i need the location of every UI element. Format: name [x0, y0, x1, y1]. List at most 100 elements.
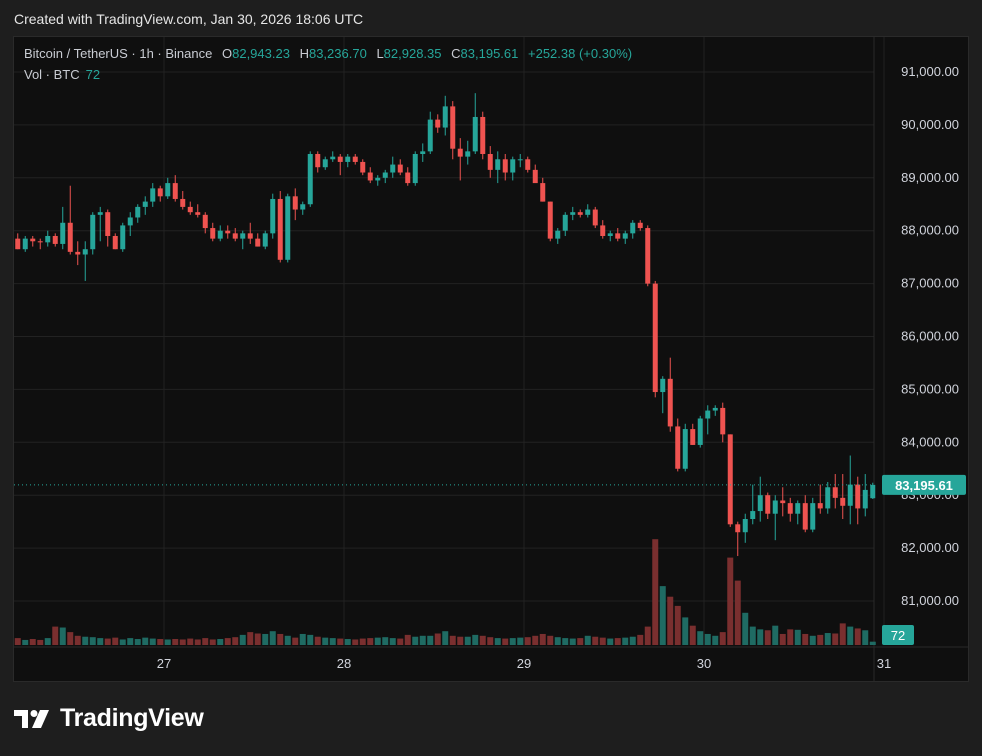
- volume-bar[interactable]: [817, 634, 824, 645]
- volume-bar[interactable]: [562, 638, 569, 645]
- volume-bar[interactable]: [667, 596, 674, 645]
- volume-bar[interactable]: [449, 635, 456, 645]
- candle-body[interactable]: [772, 500, 778, 514]
- volume-bar[interactable]: [592, 636, 599, 645]
- volume-bar[interactable]: [367, 638, 374, 645]
- candle-body[interactable]: [555, 230, 561, 239]
- volume-bar[interactable]: [577, 638, 584, 645]
- volume-bar[interactable]: [779, 633, 786, 645]
- candle-body[interactable]: [195, 212, 201, 215]
- candle-body[interactable]: [735, 524, 741, 533]
- candle-body[interactable]: [705, 410, 711, 419]
- volume-bar[interactable]: [524, 637, 531, 645]
- volume-bar[interactable]: [479, 635, 486, 645]
- candle-body[interactable]: [720, 407, 726, 435]
- candle-body[interactable]: [712, 407, 718, 411]
- candle-body[interactable]: [45, 235, 51, 243]
- volume-bar[interactable]: [442, 631, 449, 645]
- candle-body[interactable]: [547, 201, 553, 239]
- volume-bar[interactable]: [712, 635, 719, 645]
- volume-bar[interactable]: [104, 638, 111, 645]
- volume-bar[interactable]: [224, 638, 231, 645]
- candle-body[interactable]: [682, 429, 688, 469]
- volume-bar[interactable]: [329, 638, 336, 645]
- volume-bar[interactable]: [532, 635, 539, 645]
- volume-bar[interactable]: [427, 635, 434, 645]
- volume-bar[interactable]: [134, 639, 141, 645]
- candle-body[interactable]: [67, 222, 73, 252]
- candle-body[interactable]: [690, 429, 696, 445]
- candle-body[interactable]: [757, 495, 763, 512]
- candle-body[interactable]: [480, 116, 486, 154]
- candle-body[interactable]: [52, 235, 58, 244]
- volume-bar[interactable]: [704, 633, 711, 645]
- volume-bar[interactable]: [179, 639, 186, 645]
- candle-body[interactable]: [622, 233, 628, 239]
- candle-body[interactable]: [450, 106, 456, 149]
- volume-bar[interactable]: [239, 634, 246, 645]
- price-chart[interactable]: 91,000.00 90,000.00 89,000.00 88,000.00 87,0…: [14, 37, 969, 682]
- candle-body[interactable]: [750, 511, 756, 520]
- volume-bar[interactable]: [359, 638, 366, 645]
- volume-bar[interactable]: [637, 634, 644, 645]
- volume-bar[interactable]: [14, 638, 21, 645]
- volume-bar[interactable]: [682, 617, 689, 645]
- volume-bar[interactable]: [764, 630, 771, 645]
- volume-bar[interactable]: [862, 630, 869, 645]
- volume-bar[interactable]: [164, 639, 171, 645]
- candle-body[interactable]: [592, 209, 598, 226]
- volume-bar[interactable]: [299, 633, 306, 645]
- volume-bar[interactable]: [614, 638, 621, 645]
- volume-bar[interactable]: [292, 637, 299, 645]
- candle-body[interactable]: [135, 206, 141, 218]
- volume-bar[interactable]: [254, 633, 261, 646]
- volume-bar[interactable]: [194, 639, 201, 645]
- volume-bar[interactable]: [674, 605, 681, 645]
- candle-body[interactable]: [202, 214, 208, 229]
- candle-body[interactable]: [157, 188, 163, 197]
- candle-body[interactable]: [105, 212, 111, 236]
- candle-body[interactable]: [367, 172, 373, 181]
- candle-body[interactable]: [120, 225, 126, 250]
- candle-body[interactable]: [600, 225, 606, 236]
- candle-body[interactable]: [397, 164, 403, 173]
- candle-body[interactable]: [292, 196, 298, 210]
- volume-bar[interactable]: [644, 626, 651, 645]
- candle-body[interactable]: [382, 172, 388, 178]
- candle-body[interactable]: [300, 204, 306, 210]
- candle-body[interactable]: [375, 177, 381, 181]
- candle-body[interactable]: [855, 484, 861, 509]
- candle-body[interactable]: [495, 159, 501, 170]
- candle-body[interactable]: [307, 153, 313, 205]
- candle-body[interactable]: [847, 484, 853, 506]
- candle-body[interactable]: [615, 233, 621, 239]
- candle-body[interactable]: [82, 249, 88, 255]
- candle-body[interactable]: [765, 495, 771, 514]
- volume-bar[interactable]: [854, 628, 861, 645]
- candle-body[interactable]: [315, 153, 321, 168]
- volume-bar[interactable]: [209, 639, 216, 645]
- volume-bar[interactable]: [839, 623, 846, 645]
- candle-body[interactable]: [465, 151, 471, 157]
- candle-body[interactable]: [172, 183, 178, 199]
- volume-bar[interactable]: [157, 639, 164, 645]
- volume-bar[interactable]: [517, 637, 524, 645]
- candle-body[interactable]: [802, 503, 808, 530]
- candle-body[interactable]: [247, 233, 253, 239]
- candle-body[interactable]: [277, 198, 283, 260]
- candle-body[interactable]: [862, 489, 868, 509]
- candle-body[interactable]: [727, 434, 733, 525]
- volume-bar[interactable]: [494, 638, 501, 645]
- volume-bar[interactable]: [607, 638, 614, 645]
- candle-body[interactable]: [322, 159, 328, 168]
- volume-bar[interactable]: [52, 626, 59, 645]
- candle-body[interactable]: [870, 484, 876, 499]
- candle-body[interactable]: [97, 212, 103, 215]
- candle-body[interactable]: [457, 148, 463, 157]
- candle-body[interactable]: [240, 233, 246, 239]
- candle-body[interactable]: [832, 487, 838, 498]
- volume-label[interactable]: Vol · BTC: [24, 67, 80, 82]
- candle-body[interactable]: [427, 119, 433, 152]
- volume-bar[interactable]: [337, 638, 344, 645]
- candle-body[interactable]: [825, 487, 831, 509]
